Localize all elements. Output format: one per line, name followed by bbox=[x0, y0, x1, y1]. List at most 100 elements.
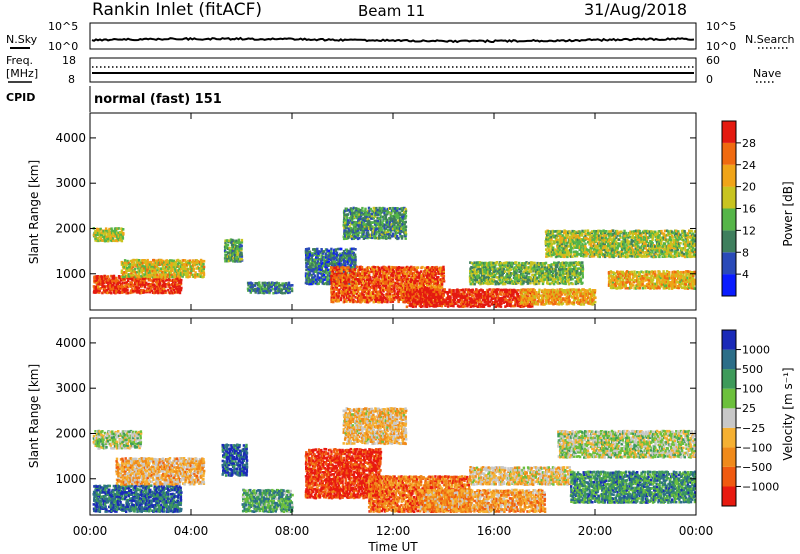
heatmap-cell bbox=[308, 247, 310, 250]
heatmap-cell bbox=[424, 289, 426, 292]
heatmap-cell bbox=[538, 289, 540, 292]
heatmap-cell bbox=[127, 292, 129, 295]
freq-label-line2: [MHz] bbox=[6, 67, 38, 80]
heatmap-cell bbox=[444, 288, 446, 291]
heatmap-cell bbox=[545, 262, 547, 265]
heatmap-cell bbox=[345, 300, 347, 303]
freq-label-line1: Freq. bbox=[6, 54, 33, 67]
freq-right-tick-top: 60 bbox=[706, 54, 720, 67]
heatmap-cell bbox=[594, 301, 596, 304]
heatmap-cell bbox=[354, 256, 356, 259]
heatmap-cell bbox=[115, 277, 117, 280]
heatmap-cell bbox=[193, 268, 195, 271]
heatmap-cell bbox=[594, 296, 596, 299]
heatmap-cell bbox=[416, 283, 418, 286]
heatmap-cell bbox=[562, 302, 564, 305]
heatmap-cell bbox=[551, 243, 553, 246]
heatmap-cell bbox=[180, 281, 182, 284]
heatmap-cell bbox=[427, 266, 429, 269]
heatmap-cell bbox=[344, 263, 346, 266]
heatmap-cell bbox=[157, 276, 159, 279]
heatmap-cell bbox=[489, 305, 491, 308]
heatmap-cell bbox=[437, 276, 439, 279]
heatmap-cell bbox=[126, 289, 128, 292]
heatmap-cell bbox=[174, 274, 176, 277]
heatmap-cell bbox=[354, 254, 356, 257]
heatmap-cell bbox=[171, 270, 173, 273]
heatmap-cell bbox=[561, 230, 563, 233]
heatmap-cell bbox=[384, 301, 386, 304]
heatmap-cell bbox=[254, 284, 256, 287]
heatmap-cell bbox=[335, 248, 337, 251]
heatmap-cell bbox=[105, 227, 107, 230]
heatmap-cell bbox=[130, 274, 132, 277]
heatmap-cell bbox=[118, 227, 120, 230]
heatmap-cell bbox=[574, 297, 576, 300]
heatmap-cell bbox=[276, 282, 278, 285]
heatmap-cell bbox=[110, 227, 112, 230]
heatmap-cell bbox=[489, 288, 491, 291]
heatmap-cell bbox=[309, 251, 311, 254]
heatmap-cell bbox=[338, 270, 340, 273]
heatmap-cell bbox=[528, 297, 530, 300]
heatmap-cell bbox=[507, 281, 509, 284]
heatmap-cell bbox=[530, 270, 532, 273]
heatmap-cell bbox=[597, 247, 599, 250]
cpid-label: CPID bbox=[6, 91, 35, 104]
heatmap-cell bbox=[497, 288, 499, 291]
heatmap-cell bbox=[420, 270, 422, 273]
heatmap-cell bbox=[542, 297, 544, 300]
heatmap-cell bbox=[138, 259, 140, 262]
heatmap-cell bbox=[159, 263, 161, 266]
power-heatmap-cells bbox=[93, 207, 697, 308]
heatmap-cell bbox=[326, 276, 328, 279]
noise-right-tick-bottom: 10^0 bbox=[706, 40, 736, 53]
heatmap-cell bbox=[500, 262, 502, 265]
heatmap-cell bbox=[238, 239, 240, 242]
heatmap-cell bbox=[584, 230, 586, 233]
heatmap-cell bbox=[550, 240, 552, 243]
heatmap-cell bbox=[406, 306, 408, 309]
heatmap-cell bbox=[439, 289, 441, 292]
heatmap-cell bbox=[555, 268, 557, 271]
noise-left-tick-top: 10^5 bbox=[48, 20, 78, 33]
heatmap-cell bbox=[581, 264, 583, 267]
heatmap-cell bbox=[97, 285, 99, 288]
heatmap-cell bbox=[316, 248, 318, 251]
heatmap-cell bbox=[132, 274, 134, 277]
heatmap-cell bbox=[605, 230, 607, 233]
heatmap-cell bbox=[452, 289, 454, 292]
noise-trace bbox=[92, 38, 694, 42]
heatmap-cell bbox=[571, 283, 573, 286]
heatmap-cell bbox=[169, 287, 171, 290]
heatmap-cell bbox=[347, 266, 349, 269]
heatmap-cell bbox=[318, 282, 320, 285]
heatmap-cell bbox=[410, 271, 412, 274]
heatmap-cell bbox=[203, 260, 205, 263]
heatmap-cell bbox=[374, 266, 376, 269]
heatmap-cell bbox=[153, 284, 155, 287]
heatmap-cell bbox=[341, 270, 343, 273]
heatmap-cell bbox=[474, 283, 476, 286]
heatmap-cell bbox=[443, 268, 445, 271]
heatmap-cell bbox=[164, 290, 166, 293]
heatmap-cell bbox=[472, 294, 474, 297]
heatmap-cell bbox=[407, 301, 409, 304]
plot-title: Rankin Inlet (fitACF) bbox=[92, 0, 262, 20]
heatmap-cell bbox=[517, 293, 519, 296]
heatmap-cell bbox=[314, 275, 316, 278]
heatmap-cell bbox=[354, 248, 356, 251]
heatmap-cell bbox=[258, 281, 260, 284]
heatmap-cell bbox=[184, 259, 186, 262]
heatmap-cell bbox=[500, 305, 502, 308]
heatmap-cell bbox=[552, 270, 554, 273]
heatmap-cell bbox=[122, 232, 124, 235]
nsky-label: N.Sky bbox=[6, 33, 38, 46]
heatmap-cell bbox=[336, 252, 338, 255]
cpid-value: normal (fast) 151 bbox=[94, 92, 222, 107]
heatmap-cell bbox=[133, 259, 135, 262]
heatmap-cell bbox=[356, 266, 358, 269]
heatmap-cell bbox=[587, 229, 589, 232]
heatmap-cell bbox=[510, 268, 512, 271]
